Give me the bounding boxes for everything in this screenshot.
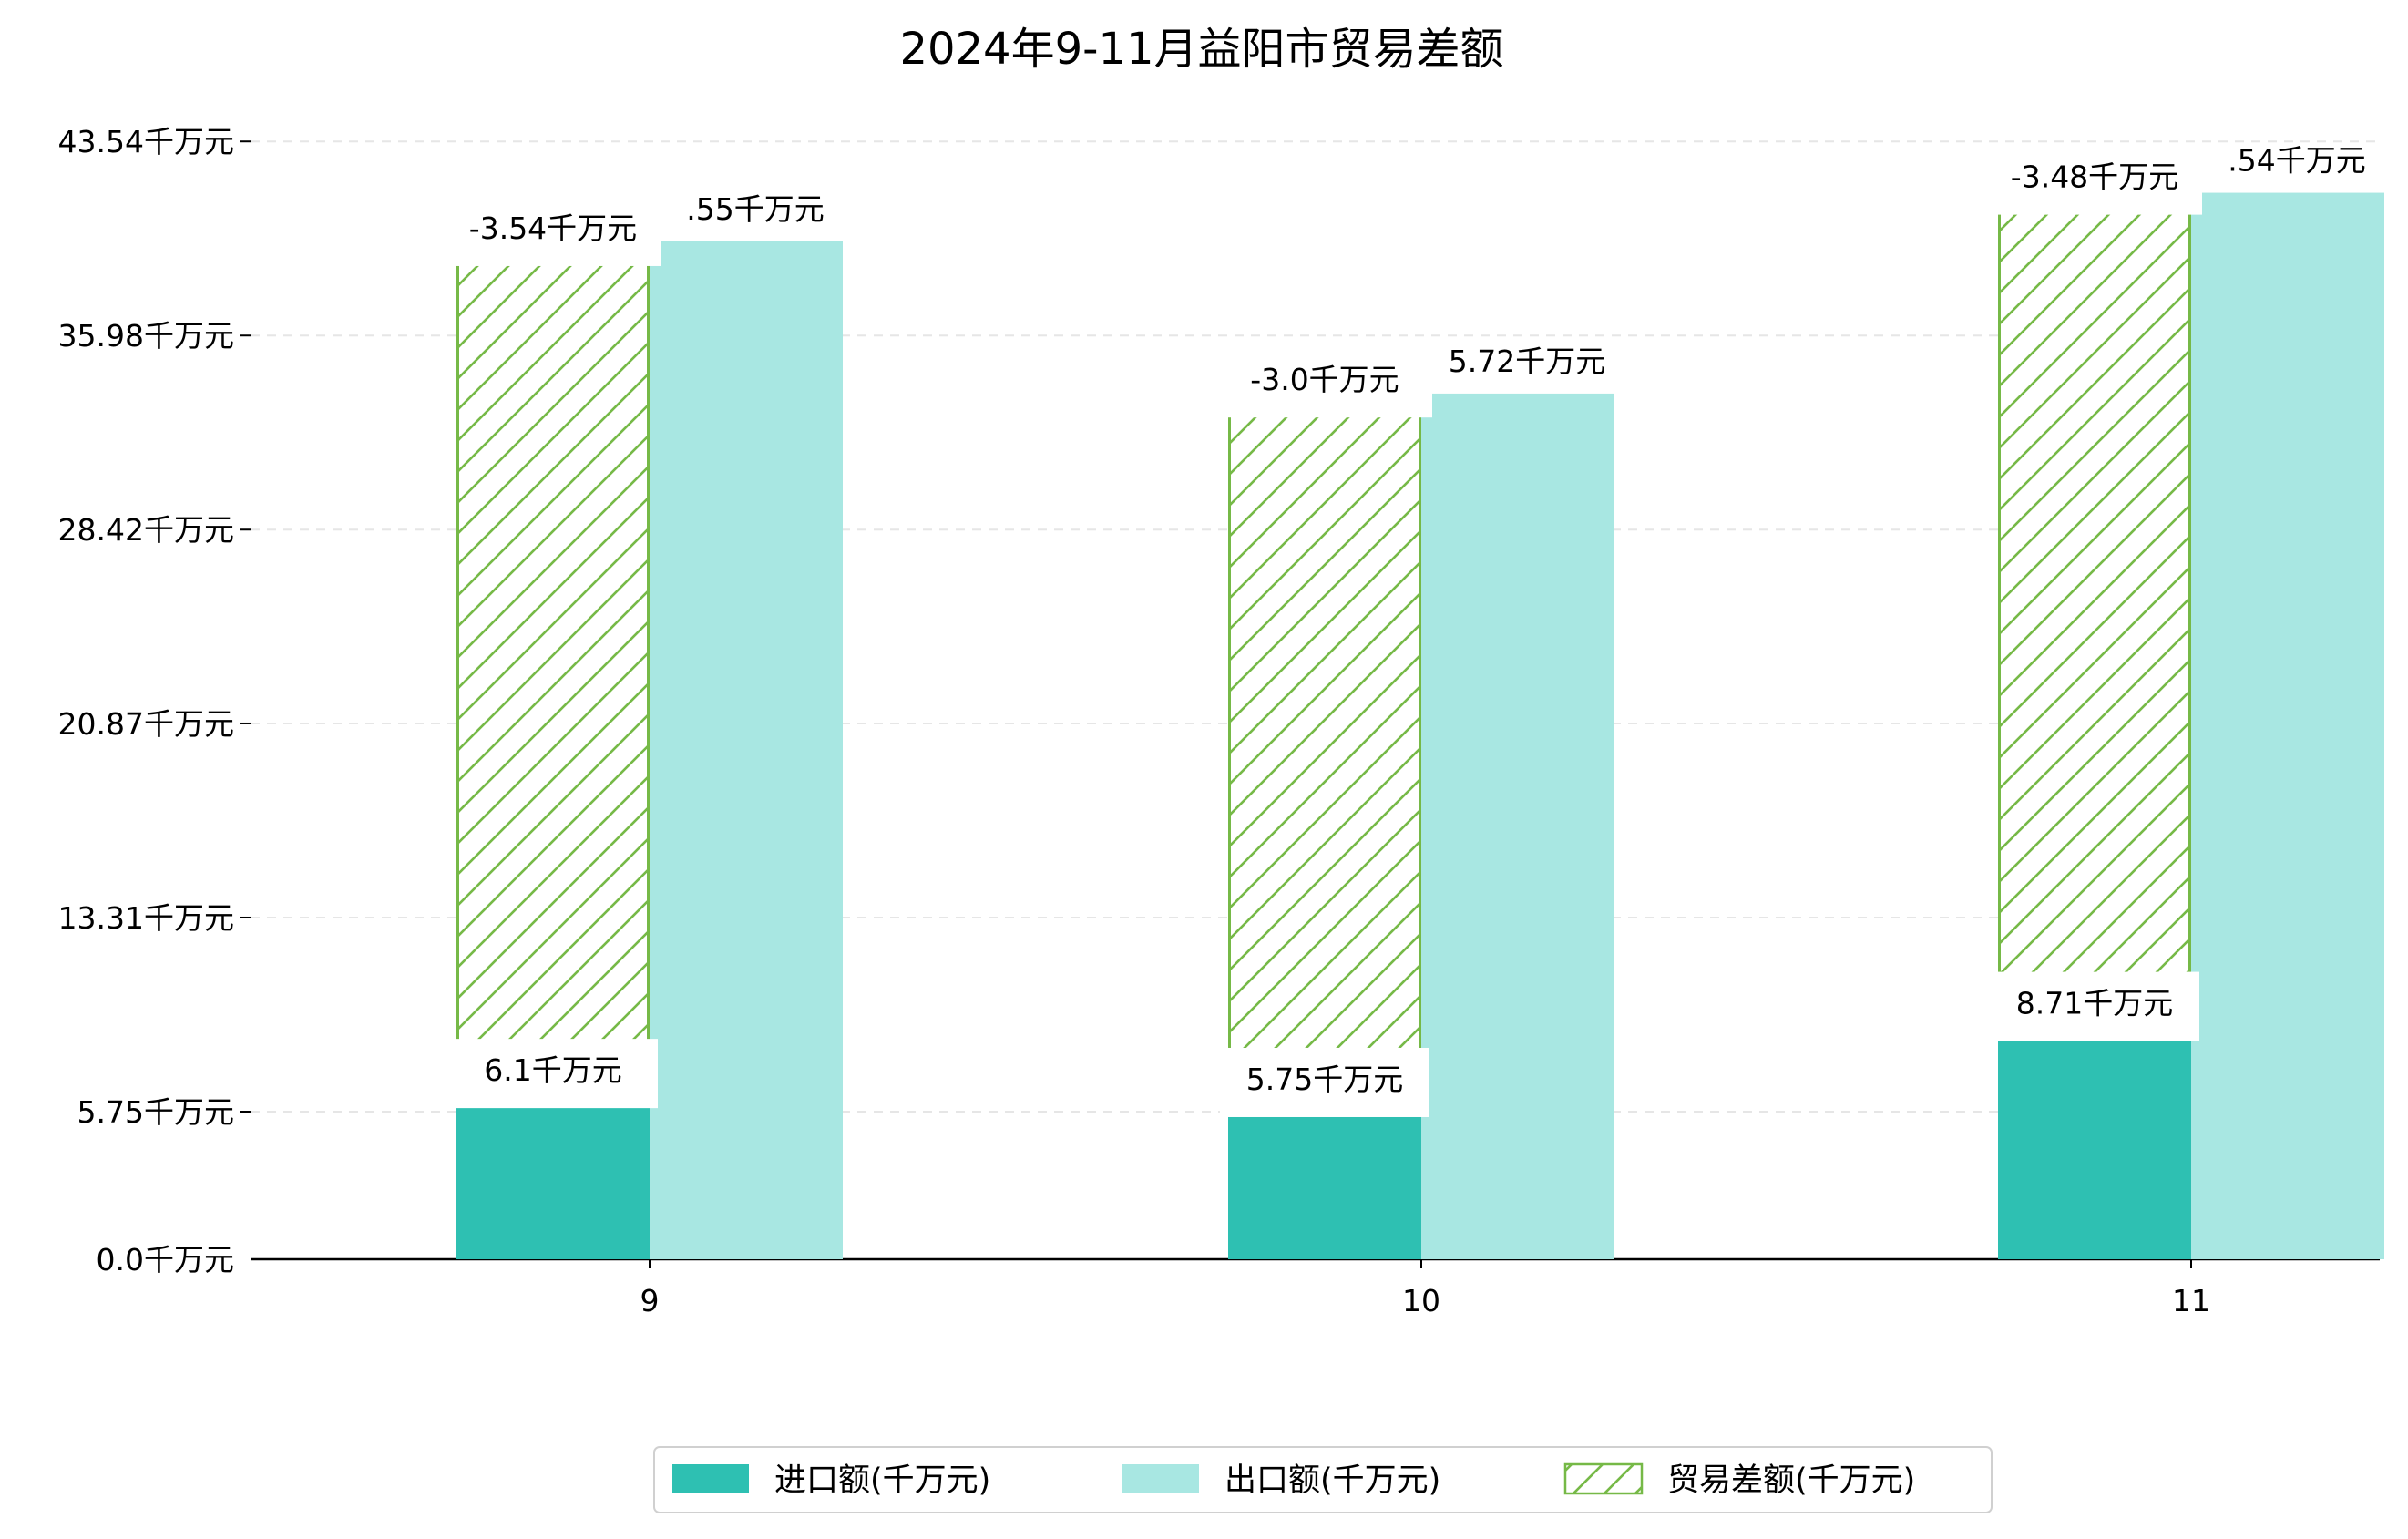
- y-tick-label: 0.0千万元: [97, 1242, 234, 1277]
- import-value-label-bg: [1220, 1047, 1429, 1117]
- x-tick-label: 9: [640, 1283, 660, 1318]
- import-value-label: 5.75千万元: [1246, 1062, 1403, 1097]
- trade-balance-bar: [1998, 208, 2191, 1038]
- trade-balance-bar: [456, 259, 650, 1104]
- x-tick-label: 11: [2172, 1283, 2210, 1318]
- trade-balance-value-label-bg: [446, 196, 661, 266]
- legend-swatch: [672, 1464, 749, 1493]
- legend: 进口额(千万元) 出口额(千万元) 贸易差额(千万元): [653, 1446, 1993, 1513]
- trade-balance-value-label-bg: [1987, 145, 2202, 215]
- trade-balance-value-label: -3.48千万元: [2011, 159, 2178, 195]
- export-bar: [2191, 192, 2384, 1259]
- import-value-label-bg: [1990, 971, 2199, 1041]
- x-tick-label: 10: [1402, 1283, 1440, 1318]
- legend-swatch: [1122, 1464, 1199, 1493]
- export-bar: [650, 241, 843, 1259]
- y-tick-label: 5.75千万元: [77, 1094, 234, 1130]
- export-value-label: 5.72千万元: [1449, 344, 1605, 379]
- trade-balance-value-label: -3.0千万元: [1250, 362, 1399, 397]
- export-value-label: .55千万元: [686, 191, 824, 227]
- import-bar: [456, 1103, 650, 1259]
- legend-swatch: [1563, 1462, 1644, 1495]
- y-tick-label: 35.98千万元: [58, 318, 234, 354]
- trade-balance-bar: [1228, 410, 1421, 1113]
- y-tick-label: 13.31千万元: [58, 900, 234, 936]
- trade-balance-value-label-bg: [1217, 348, 1432, 418]
- import-bar: [1998, 1035, 2191, 1259]
- chart-title: 2024年9-11月益阳市贸易差额: [899, 24, 1503, 75]
- export-value-label: .54千万元: [2228, 143, 2365, 179]
- export-bar: [1421, 393, 1614, 1259]
- trade-balance-value-label: -3.54千万元: [469, 210, 637, 246]
- import-value-label-bg: [448, 1039, 658, 1109]
- import-value-label: 6.1千万元: [484, 1052, 621, 1088]
- legend-label: 出口额(千万元): [1224, 1462, 1440, 1499]
- y-tick-label: 43.54千万元: [58, 124, 234, 159]
- legend-box: [653, 1446, 1993, 1513]
- legend-label: 贸易差额(千万元): [1667, 1462, 1915, 1499]
- y-tick-label: 20.87千万元: [58, 706, 234, 742]
- legend-label: 进口额(千万元): [774, 1462, 990, 1499]
- import-value-label: 8.71千万元: [2016, 986, 2173, 1021]
- y-tick-label: 28.42千万元: [58, 512, 234, 548]
- import-bar: [1228, 1111, 1421, 1259]
